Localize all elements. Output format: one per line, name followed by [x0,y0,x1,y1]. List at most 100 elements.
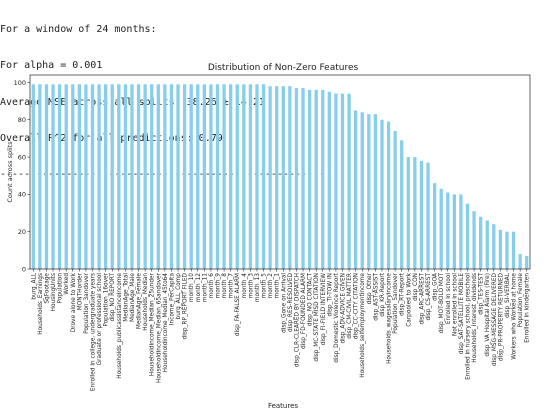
x-tick-label: disp_Gone on Arrival [281,273,287,333]
x-tick-label: MedianAge_Female [137,273,143,330]
x-tick-label: disp_ADV-ADVICE GIVEN [341,273,347,344]
bar [485,220,489,269]
x-tick-label: Enrolled in school [446,273,452,325]
x-tick-label: Enrolled in kindergarten [525,273,531,343]
y-axis-label: Count across splits [6,141,14,203]
bar [77,84,81,269]
x-tick-label: month_8 [222,273,228,299]
bar [196,84,200,269]
plot-frame [29,74,531,270]
bar [386,121,391,269]
bar [176,84,180,269]
bar [452,194,456,269]
x-tick-label: month_4 [242,273,248,299]
bar [525,255,529,269]
x-tick-label: disp_GOA [433,273,439,301]
x-tick-label: month_6 [209,273,215,299]
y-tick-label: 40 [18,191,26,199]
y-tick-label: 20 [18,228,26,236]
bar [31,84,35,269]
bar [51,84,55,269]
bar [479,216,483,269]
x-tick-label: disp_SI-VERBAL [505,272,511,318]
x-tick-label: disp_FD-FOUNDED ALARM [301,273,307,349]
bar [307,89,312,269]
bar [117,84,121,269]
y-axis-ticks: 0 20 40 60 80 100 [14,79,30,273]
bar [439,188,443,269]
x-tick-label: disp_CC-CITY CITATION [354,273,360,339]
x-tick-label: Population_Female [518,273,524,328]
bar [242,84,246,269]
x-tick-label: month_12 [196,273,202,302]
x-tick-label: month_9 [216,273,222,299]
bar [97,84,101,269]
x-tick-label: month_5 [262,273,268,299]
x-tick-label: MedianAge_Total [123,273,129,322]
x-tick-label: Not enrolled in school [452,273,458,336]
x-tick-label: disp_PR-PROPERTY RETURNED [498,272,504,361]
bar [400,140,404,269]
x-tick-label: Population [58,273,64,304]
x-tick-label: Workers who Worked at home [512,273,518,360]
x-tick-label: Carpooled to Work [406,272,412,326]
bar [71,84,75,269]
bar [136,84,141,269]
bar [275,86,279,269]
x-tick-label: Enrolled in nursery school, preschool [466,273,472,380]
bar [347,93,351,270]
x-tick-label: Households_Earnings [38,273,44,335]
y-tick-label: 60 [18,153,26,161]
x-tick-label: disp_CLR-CLEARED BY DISPATCH [294,273,300,367]
bar [459,194,463,269]
bar [143,84,147,269]
bar [360,112,364,269]
y-tick-label: 100 [14,79,26,87]
x-tick-label: disp_CS-ARREST [426,273,432,321]
x-tick-label: disp_CON [413,273,419,301]
x-tick-label: Households_Median [143,273,149,331]
bar [182,84,187,269]
bar [169,84,174,269]
bar [156,84,160,269]
x-tick-label: Worked [64,273,70,295]
x-tick-label: Graduate or professional school [97,273,103,366]
bar [202,84,206,269]
x-tick-label: disp_FA-FALSE ALARM [235,273,241,336]
bar [229,84,233,269]
x-tick-label: SqFootage [44,273,50,304]
bar [354,110,358,269]
bar [281,86,285,269]
x-tick-label: disp_RT-Report [400,272,406,316]
console-line-window: For a window of 24 months: [0,24,157,36]
x-tick-label: disp_Other [367,272,373,304]
x-tick-label: Householdincome_Median_45to64 [163,273,169,373]
x-tick-label: Householdincome_Median_25under [150,272,156,376]
x-tick-label: month_10 [189,273,195,302]
bar [432,183,437,269]
x-tick-label: Households_wagesalaryincome [387,273,393,364]
bar [380,119,384,270]
bar [222,84,226,269]
bar [261,84,266,269]
bar [321,89,325,269]
bar [44,84,49,269]
console-output: For a window of 24 months: For alpha = 0… [0,0,560,194]
bar [288,86,292,269]
bar [57,84,62,269]
bar [150,84,154,269]
bar [314,89,318,269]
bar [406,157,410,269]
bar [446,192,450,269]
x-tick-label: Population_3andover [84,272,90,333]
bar [163,84,167,269]
bar [110,84,114,269]
x-tick-label: Income_PerCapita [169,273,175,326]
x-tick-label: disp_MSG-MESSAGE DELIVERED [492,272,498,366]
x-tick-label: month_11 [202,273,208,302]
bar [301,88,305,269]
x-tick-label: disp_NO REPORT [110,273,116,322]
x-tick-label: disp_KR-Report [380,272,386,317]
bar [327,91,331,270]
bar [189,84,193,269]
